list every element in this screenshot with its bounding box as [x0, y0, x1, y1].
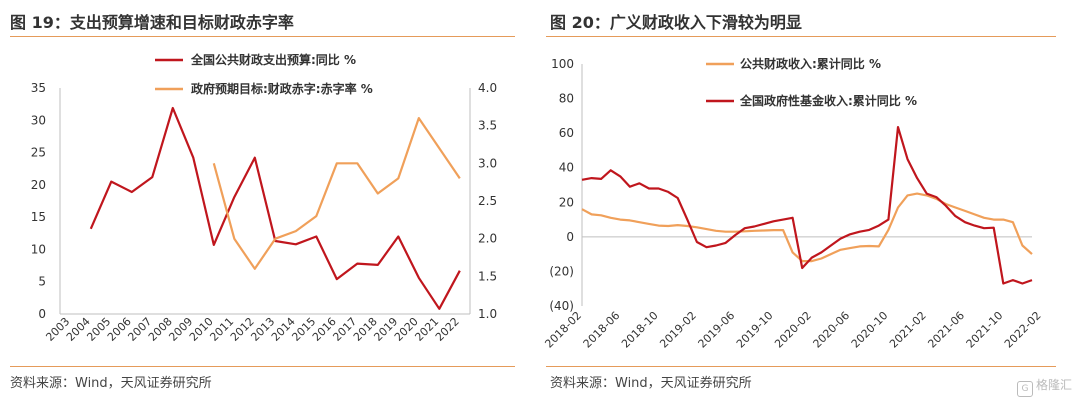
right-y-tick-label: 1.5	[478, 269, 497, 283]
y-tick-label: 80	[559, 92, 574, 106]
left-y-tick-label: 35	[31, 81, 46, 95]
legend-label: 全国公共财政支出预算:同比 %	[190, 52, 356, 67]
right-y-tick-label: 3.5	[478, 119, 497, 133]
y-tick-label: 100	[551, 57, 574, 71]
x-tick-label: 2019-10	[734, 309, 776, 351]
left-panel: 图 19：支出预算增速和目标财政赤字率 0 5 10 15 20 25 30 35 1.0 1.5…	[10, 13, 515, 391]
left-y-tick-label: 20	[31, 178, 46, 192]
watermark-logo-icon: G	[1016, 381, 1033, 397]
right-y-tick-label: 2.0	[478, 232, 497, 246]
watermark: G 格隆汇	[1016, 376, 1072, 397]
x-tick-label: 2020-06	[811, 309, 853, 351]
x-tick-label: 2018-10	[619, 309, 661, 351]
legend-label: 公共财政收入:累计同比 %	[740, 56, 881, 71]
left-y-tick-label: 0	[38, 307, 46, 321]
x-tick-label: 2019-06	[696, 309, 738, 351]
x-tick-label: 2018-06	[581, 309, 623, 351]
x-tick-label: 2020-10	[849, 309, 891, 351]
x-tick-label: 2022-02	[1002, 309, 1044, 351]
y-tick-label: (40)	[549, 299, 574, 313]
series-line-fund-revenue	[581, 126, 1033, 285]
watermark-text: 格隆汇	[1035, 378, 1072, 392]
left-y-tick-label: 25	[31, 146, 46, 160]
right-line-chart: 100 80 60 40 20 0 (20) (40)2018-022018-062018-1…	[542, 56, 1044, 351]
y-tick-label: 60	[559, 126, 574, 140]
right-source-note: 资料来源：Wind，天风证券研究所	[550, 376, 752, 391]
y-tick-label: 20	[559, 195, 574, 209]
series-line-expenditure-growth	[89, 106, 461, 310]
y-tick-label: 0	[566, 230, 574, 244]
left-y-tick-label: 15	[31, 210, 46, 224]
right-chart-title: 图 20：广义财政收入下滑较为明显	[550, 13, 802, 32]
right-source-rule	[546, 366, 1056, 367]
x-tick-label: 2018-02	[542, 309, 584, 351]
left-line-chart: 051015202530351.01.52.02.53.03.54.020032…	[31, 52, 497, 344]
left-title-rule	[10, 36, 515, 37]
left-y-tick-label: 10	[31, 242, 46, 256]
left-source-rule	[10, 366, 515, 367]
right-y-tick-label: 3.0	[478, 156, 497, 170]
x-tick-label: 2020-02	[772, 309, 814, 351]
left-y-tick-label: 5	[38, 275, 46, 289]
x-tick-label: 2021-02	[887, 309, 929, 351]
legend-label: 政府预期目标:财政赤字:赤字率 %	[191, 81, 373, 96]
legend-label: 全国政府性基金收入:累计同比 %	[739, 93, 917, 108]
right-y-tick-label: 2.5	[478, 194, 497, 208]
y-tick-label: (20)	[549, 264, 574, 278]
series-line-deficit-ratio	[212, 117, 461, 270]
x-tick-label: 2021-10	[964, 309, 1006, 351]
series-line-public-revenue	[581, 192, 1033, 263]
left-source-note: 资料来源：Wind，天风证券研究所	[10, 376, 212, 391]
left-chart-title: 图 19：支出预算增速和目标财政赤字率	[10, 13, 294, 32]
right-title-rule	[546, 36, 1056, 37]
left-y-tick-label: 30	[31, 113, 46, 127]
x-tick-label: 2021-06	[925, 309, 967, 351]
x-tick-label: 2022	[433, 315, 462, 344]
right-y-tick-label: 1.0	[478, 307, 497, 321]
right-panel: 图 20：广义财政收入下滑较为明显 100 80 60 40 20 0 (20) (40) 20…	[540, 0, 1080, 403]
x-tick-label: 2019-02	[657, 309, 699, 351]
right-y-tick-label: 4.0	[478, 81, 497, 95]
y-tick-label: 40	[559, 161, 574, 175]
